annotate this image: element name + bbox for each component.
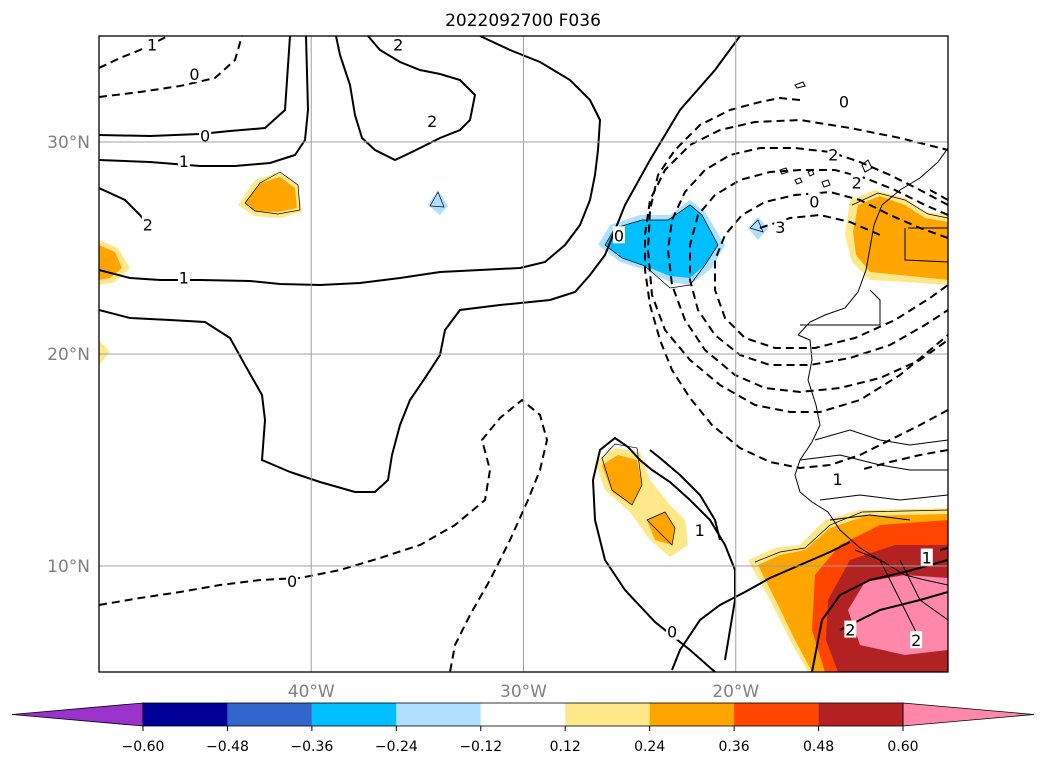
colorbar-segment-4	[480, 703, 566, 726]
contour-label-bg-7	[426, 111, 439, 129]
contour-label-1: 0	[189, 65, 199, 84]
contour-label-17: 0	[287, 572, 297, 591]
contour-label-bg-5	[177, 268, 190, 286]
map-frame	[98, 35, 949, 673]
contour-label-bg-4	[141, 215, 154, 233]
colorbar-segment-0	[143, 703, 228, 726]
colorbar: −0.60 −0.48 −0.36 −0.24 −0.12 0.12 0.24 0.36 0.4…	[11, 702, 1035, 755]
contour-label-bg-2	[199, 126, 212, 144]
grid-lines	[99, 36, 948, 672]
contour-label-19: 2	[845, 621, 855, 640]
contour-label-14: 1	[833, 470, 843, 489]
figure-title: 2022092700 F036	[445, 11, 601, 31]
dashed-contours	[99, 36, 948, 672]
colorbar-segment-8	[818, 703, 903, 726]
colorbar-segment-7	[734, 703, 819, 726]
colorbar-tick-label-0: −0.60	[122, 739, 165, 755]
colorbar-segment-2	[311, 703, 397, 726]
contour-label-bg-8	[613, 226, 626, 244]
contour-label-bg-1	[188, 65, 201, 83]
contour-label-bg-6	[392, 36, 405, 53]
contour-label-15: 1	[695, 521, 705, 540]
contour-label-4: 2	[143, 216, 153, 235]
contour-label-12: 3	[775, 218, 785, 237]
contour-label-bg-19	[844, 620, 857, 638]
contour-label-16: 0	[667, 623, 677, 642]
contour-label-7: 2	[427, 112, 437, 131]
lat-tick-label-2: 10°N	[47, 557, 90, 577]
contour-label-8: 0	[614, 226, 624, 245]
contour-label-bg-12	[774, 217, 787, 235]
lat-tick-label-0: 30°N	[47, 133, 90, 153]
contour-label-bg-11	[850, 173, 863, 191]
colorbar-extend-high	[902, 702, 1035, 727]
contour-label-bg-16	[666, 622, 679, 640]
colorbar-segment-3	[396, 703, 481, 726]
contour-label-20: 2	[911, 631, 921, 650]
colorbar-tick-label-3: −0.24	[375, 739, 418, 755]
contour-label-6: 2	[393, 35, 403, 54]
contour-label-bg-3	[177, 152, 190, 170]
contour-label-10: 2	[828, 146, 838, 165]
longitude-labels: 40°W 30°W 20°W	[288, 682, 760, 702]
colorbar-tick-label-1: −0.48	[206, 739, 249, 755]
contour-label-bg-17	[286, 571, 299, 589]
contour-label-bg-9	[837, 92, 850, 110]
contour-label-bg-15	[693, 520, 706, 538]
colorbar-tick-label-4: −0.12	[459, 739, 502, 755]
contour-label-bg-20	[910, 631, 923, 649]
contour-label-bg-13	[808, 192, 821, 210]
colorbar-tick-label-5: 0.12	[550, 739, 581, 755]
colorbar-tick-label-8: 0.48	[803, 739, 834, 755]
colorbar-extend-low	[11, 702, 144, 727]
contour-label-13: 0	[809, 192, 819, 211]
colorbar-tick-label-9: 0.60	[887, 739, 918, 755]
contour-label-bg-14	[831, 470, 844, 488]
contour-label-18: 1	[922, 549, 932, 568]
contour-label-bg-10	[827, 145, 840, 163]
colorbar-tick-label-2: −0.36	[290, 739, 333, 755]
colorbar-tick-label-7: 0.36	[719, 739, 750, 755]
lon-tick-label-0: 40°W	[288, 682, 335, 702]
lon-tick-label-1: 30°W	[500, 682, 547, 702]
negative-anomaly-patch-east	[748, 217, 768, 240]
contour-label-5: 1	[179, 269, 189, 288]
contour-label-0: 1	[147, 35, 157, 54]
lat-tick-label-1: 20°N	[47, 345, 90, 365]
contour-label-2: 0	[200, 127, 210, 146]
positive-anomaly-region-central-orange	[602, 455, 642, 505]
contour-label-9: 0	[839, 93, 849, 112]
latitude-labels: 30°N 20°N 10°N	[47, 133, 90, 577]
positive-anomaly-region-southeast-pink	[848, 575, 948, 655]
contour-label-bg-18	[920, 548, 933, 566]
negative-anomaly-patch-small	[428, 190, 448, 215]
lon-tick-label-2: 20°W	[712, 682, 759, 702]
positive-anomaly-region-central-orange2	[647, 512, 675, 545]
colorbar-segment-1	[227, 703, 312, 726]
colorbar-tick-label-6: 0.24	[634, 739, 665, 755]
coastlines	[779, 81, 948, 641]
contour-label-bg-0	[146, 36, 159, 53]
colorbar-segment-6	[649, 703, 735, 726]
colorbar-segment-5	[565, 703, 650, 726]
contour-label-3: 1	[179, 152, 189, 171]
positive-anomaly-patch-small	[99, 340, 110, 365]
contour-label-11: 2	[852, 173, 862, 192]
colorbar-outline	[142, 702, 904, 727]
